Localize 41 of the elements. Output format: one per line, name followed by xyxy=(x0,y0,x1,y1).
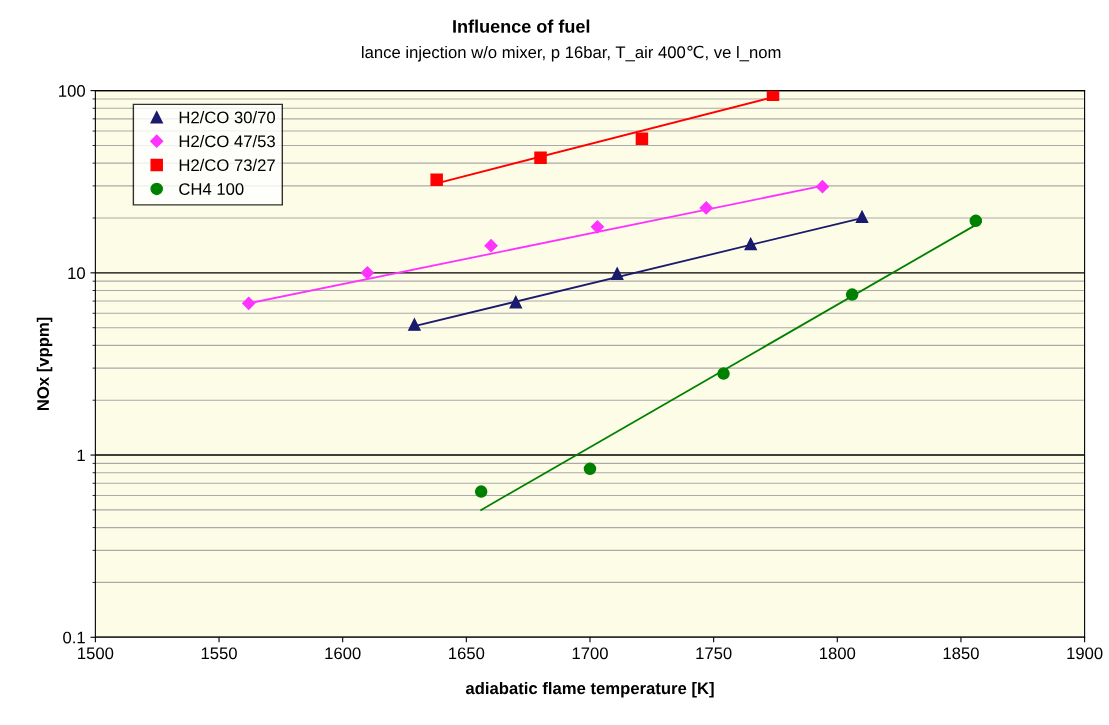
point xyxy=(845,288,859,301)
point xyxy=(744,237,757,251)
x-tick-label: 1500 xyxy=(78,647,114,660)
chart-subtitle: lance injection w/o mixer, p 16bar, T_air 400℃, ve l_nom xyxy=(362,45,781,62)
point xyxy=(766,90,780,101)
y-tick-label: 10 xyxy=(68,267,85,280)
x-tick-label: 1800 xyxy=(820,647,856,660)
x-axis-title: adiabatic flame temperature [K] xyxy=(465,681,714,698)
point xyxy=(360,266,374,280)
point xyxy=(509,295,523,309)
point xyxy=(815,180,830,194)
y-tick-label: 100 xyxy=(59,85,85,97)
x-tick-label: 1700 xyxy=(572,647,608,660)
legend-label: H2/CO 30/70 xyxy=(179,111,276,124)
y-tick-label: 1 xyxy=(77,449,85,462)
point xyxy=(855,210,869,224)
x-tick-label: 1750 xyxy=(696,647,732,660)
point xyxy=(242,296,256,310)
legend-label: H2/CO 47/53 xyxy=(179,134,275,148)
point xyxy=(474,485,488,498)
point xyxy=(484,239,498,253)
point xyxy=(583,462,597,476)
point xyxy=(717,367,730,380)
y-tick-label: 0.1 xyxy=(63,631,85,644)
point xyxy=(610,267,624,280)
point xyxy=(635,132,649,145)
x-tick-label: 1900 xyxy=(1067,647,1103,660)
chart-title: Influence of fuel xyxy=(453,19,590,33)
x-tick-label: 1550 xyxy=(201,647,237,660)
y-axis-title: NOx [vppm] xyxy=(36,317,53,411)
point xyxy=(534,151,547,165)
legend-label: CH4 100 xyxy=(179,183,244,195)
point xyxy=(699,201,713,215)
point xyxy=(408,318,421,331)
x-tick-label: 1850 xyxy=(943,647,979,660)
x-tick-label: 1650 xyxy=(449,647,485,660)
point xyxy=(969,214,983,228)
point xyxy=(430,173,443,187)
legend-label: H2/CO 73/27 xyxy=(179,158,275,172)
point xyxy=(590,220,604,234)
x-tick-label: 1600 xyxy=(325,647,361,660)
